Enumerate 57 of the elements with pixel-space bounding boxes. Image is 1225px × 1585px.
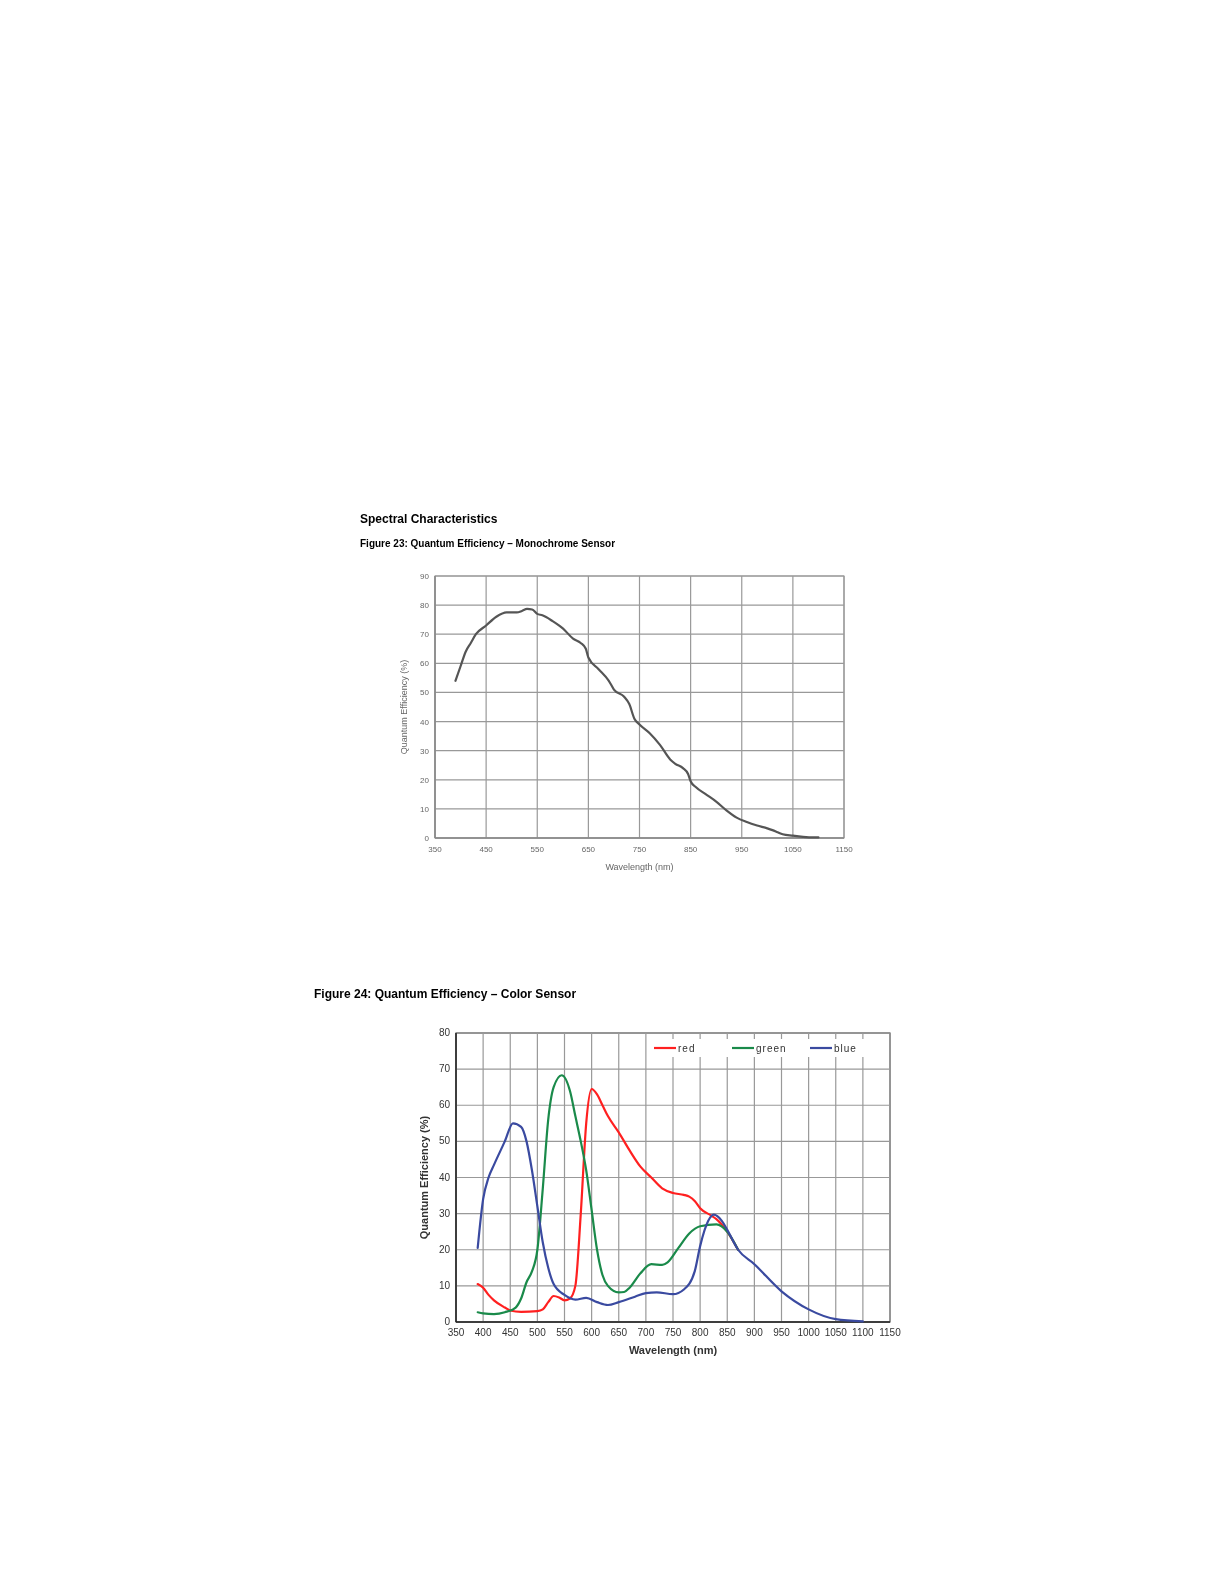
x-tick-label: 850 [718, 1327, 737, 1338]
x-tick-label: 600 [583, 1327, 601, 1338]
y-tick-label: 40 [420, 717, 430, 727]
x-tick-label: 350 [428, 845, 443, 854]
y-tick-label: 70 [420, 630, 430, 640]
line-series [476, 1122, 864, 1323]
x-tick-label: 800 [691, 1327, 709, 1338]
x-tick-label: 750 [632, 845, 647, 854]
line-series [454, 607, 820, 839]
chart-title: Figure 24: Quantum Efficiency – Color Sensor [314, 987, 577, 1001]
y-tick-label: 0 [424, 834, 430, 843]
x-tick-label: 1050 [824, 1327, 848, 1338]
x-tick-label: 850 [683, 845, 698, 854]
x-tick-label: 1150 [879, 1327, 902, 1338]
legend-label: blue [834, 1043, 857, 1054]
x-tick-label: 900 [746, 1327, 764, 1338]
x-tick-label: 550 [556, 1327, 574, 1338]
x-tick-label: 950 [735, 845, 749, 854]
y-tick-label: 80 [420, 601, 430, 611]
y-axis-title: Quantum Efficiency (%) [399, 659, 409, 755]
x-tick-label: 700 [637, 1327, 655, 1338]
y-tick-label: 60 [438, 1099, 451, 1111]
y-tick-label: 10 [420, 804, 430, 814]
y-tick-label: 20 [438, 1243, 451, 1255]
y-tick-label: 80 [438, 1027, 451, 1038]
y-tick-label: 90 [420, 572, 430, 581]
x-tick-label: 450 [479, 845, 494, 854]
x-axis-title: Wavelength (nm) [605, 862, 674, 872]
y-tick-label: 10 [438, 1279, 451, 1291]
x-tick-label: 1150 [835, 845, 854, 854]
x-tick-label: 400 [474, 1327, 492, 1338]
legend-label: red [678, 1043, 696, 1054]
x-tick-label: 1050 [783, 845, 803, 854]
x-tick-label: 750 [664, 1327, 682, 1338]
y-tick-label: 50 [438, 1135, 451, 1147]
x-tick-label: 1000 [797, 1327, 821, 1338]
y-tick-label: 60 [420, 659, 430, 669]
x-tick-label: 450 [501, 1327, 520, 1338]
chart-subtitle: Figure 23: Quantum Efficiency – Monochrome Sensor [360, 538, 616, 549]
x-tick-label: 650 [610, 1327, 628, 1338]
y-tick-label: 20 [420, 775, 430, 785]
legend-label: green [756, 1043, 787, 1054]
x-axis-title: Wavelength (nm) [628, 1344, 718, 1356]
y-axis-title: Quantum Efficiency (%) [418, 1115, 430, 1240]
y-tick-label: 50 [420, 688, 430, 698]
y-tick-label: 40 [438, 1171, 451, 1183]
x-tick-label: 950 [773, 1327, 791, 1338]
chart-title: Spectral Characteristics [360, 512, 498, 526]
y-tick-label: 30 [438, 1207, 451, 1219]
y-tick-label: 30 [420, 746, 430, 756]
x-tick-label: 1100 [852, 1327, 875, 1338]
x-tick-label: 550 [530, 845, 545, 854]
x-tick-label: 650 [581, 845, 596, 854]
x-tick-label: 350 [447, 1327, 465, 1338]
y-tick-label: 70 [438, 1063, 451, 1075]
x-tick-label: 500 [529, 1327, 547, 1338]
y-tick-label: 0 [444, 1316, 451, 1327]
